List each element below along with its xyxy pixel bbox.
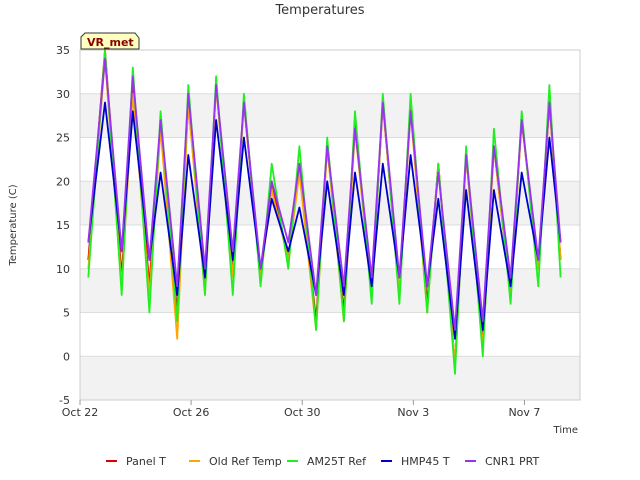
series-lines [87,49,562,375]
x-tick-label: Oct 22 [62,406,99,419]
y-tick-label: 0 [63,350,70,363]
legend-item: Panel T [106,455,166,468]
station-badge: VR_met [80,32,140,50]
plot-area-frame [79,49,581,401]
legend-item: HMP45 T [381,455,450,468]
y-tick-label: 10 [56,263,70,276]
y-tick-label: 25 [56,132,70,145]
legend-label: HMP45 T [401,455,450,468]
y-tick-label: 35 [56,44,70,57]
y-tick-label: 15 [56,219,70,232]
plot-band [80,268,580,313]
series-line-hmp45-t [87,101,562,340]
x-tick-label: Oct 30 [284,406,321,419]
station-badge-label: VR_met [87,36,134,49]
y-tick-label: -5 [59,394,70,407]
plot-band [80,356,580,400]
x-tick-label: Nov 3 [397,406,429,419]
legend-item: Old Ref Temp [189,455,282,468]
x-axis-label: Time [553,425,578,436]
y-axis-ticks: -5 0 5 10 15 20 25 30 35 [56,44,70,407]
x-tick-label: Nov 7 [508,406,540,419]
y-tick-label: 20 [56,175,70,188]
y-tick-label: 30 [56,88,70,101]
legend: Panel T Old Ref Temp AM25T Ref HMP45 T CNR1 … [106,455,540,468]
legend-item: CNR1 PRT [465,455,540,468]
legend-label: Old Ref Temp [209,455,282,468]
x-axis-ticks: Oct 22 Oct 26 Oct 30 Nov 3 Nov 7 [62,400,540,419]
legend-label: AM25T Ref [307,455,367,468]
legend-label: Panel T [126,455,166,468]
legend-label: CNR1 PRT [485,455,540,468]
y-tick-label: 5 [63,307,70,320]
legend-item: AM25T Ref [287,455,367,468]
plot-band [80,93,580,138]
chart-title: Temperatures [274,3,364,18]
series-line-cnr1-prt [87,57,562,331]
y-axis-label: Temperature (C) [8,184,19,266]
x-tick-label: Oct 26 [173,406,210,419]
